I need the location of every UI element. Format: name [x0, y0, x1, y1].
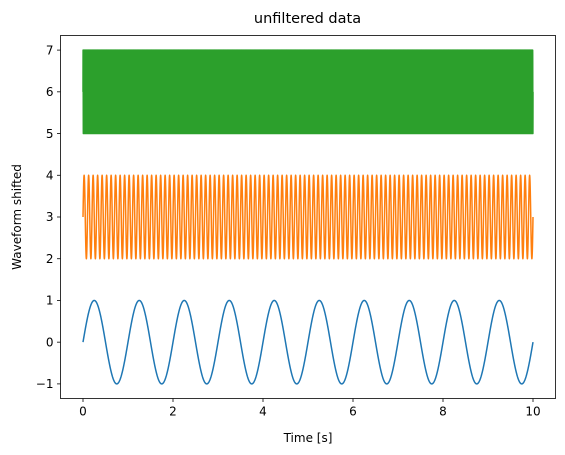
y-tick-label: 3 [46, 210, 54, 224]
x-tick-label: 8 [439, 405, 447, 419]
x-tick-label: 0 [79, 405, 87, 419]
y-tick-label: 6 [46, 85, 54, 99]
y-tick-label: 0 [46, 335, 54, 349]
series-line-1 [82, 299, 534, 385]
y-tick-label: 5 [46, 127, 54, 141]
y-axis-label: Waveform shifted [10, 164, 24, 270]
y-axis: −1 0 1 2 3 4 5 6 7 [36, 43, 61, 391]
series-line-2 [82, 174, 534, 260]
plot-area [82, 49, 534, 385]
y-tick-label: 7 [46, 43, 54, 57]
y-tick-label: 2 [46, 252, 54, 266]
x-axis: 0 2 4 6 8 10 [79, 398, 541, 419]
x-tick-label: 4 [259, 405, 267, 419]
x-tick-label: 10 [525, 405, 540, 419]
chart-title: unfiltered data [254, 11, 361, 27]
y-tick-label: −1 [36, 377, 54, 391]
series-line-3 [82, 49, 534, 135]
x-tick-label: 2 [169, 405, 177, 419]
y-tick-label: 4 [46, 168, 54, 182]
x-tick-label: 6 [349, 405, 357, 419]
y-tick-label: 1 [46, 294, 54, 308]
x-axis-label: Time [s] [283, 431, 333, 445]
